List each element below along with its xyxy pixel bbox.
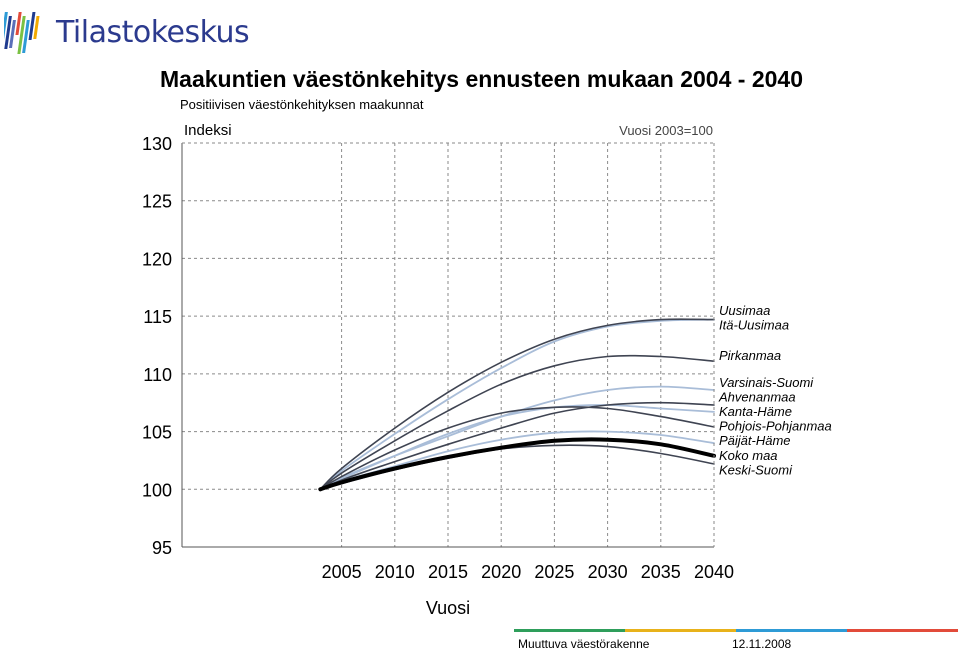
legend-label: Pohjois-Pohjanmaa [719, 419, 832, 434]
footer-bar-segment [514, 629, 625, 632]
x-axis-label: Vuosi [426, 598, 470, 618]
logo-bar [33, 16, 40, 39]
grid [182, 142, 715, 548]
series-line-pohjois-pohjanmaa [319, 406, 715, 491]
logo-bar [9, 20, 16, 48]
logo-bar [17, 16, 26, 54]
footer-bar-segment [847, 629, 958, 632]
chart-title: Maakuntien väestönkehitys ennusteen muka… [160, 66, 803, 92]
logo-bar [4, 16, 12, 49]
x-tick-label: 2010 [375, 562, 415, 582]
series-line-koko-maa [318, 437, 716, 492]
logo-mark-icon [4, 12, 40, 54]
logo-bar [15, 12, 22, 35]
x-tick-label: 2040 [694, 562, 734, 582]
x-tick-label: 2035 [641, 562, 681, 582]
legend-label: Uusimaa [719, 303, 770, 318]
series-line-pirkanmaa [319, 354, 715, 491]
y-tick-label: 125 [142, 192, 172, 212]
y-tick-label: 120 [142, 249, 172, 269]
chart-subtitle: Positiivisen väestönkehityksen maakunnat [180, 97, 424, 112]
logo: Tilastokeskus [4, 4, 250, 60]
logo-bar [28, 12, 36, 40]
x-tick-label: 2030 [588, 562, 628, 582]
x-tick-label: 2015 [428, 562, 468, 582]
legend-label: Pirkanmaa [719, 348, 781, 363]
footer-caption: Muuttuva väestörakenne [518, 637, 650, 651]
series-lines [318, 318, 716, 492]
logo-text: Tilastokeskus [56, 14, 250, 50]
legend-label: Päijät-Häme [719, 433, 791, 448]
footer-date: 12.11.2008 [732, 637, 792, 651]
legend-label: Keski-Suomi [719, 462, 793, 477]
footer-bar-segment [736, 629, 847, 632]
legend-label: Varsinais-Suomi [719, 375, 814, 390]
legend-label: Ahvenanmaa [718, 389, 796, 404]
y-tick-label: 130 [142, 134, 172, 154]
legend-label: Kanta-Häme [719, 404, 792, 419]
series-line-uusimaa [319, 318, 715, 491]
footer-bar-segment [625, 629, 736, 632]
y-tick-label: 115 [143, 307, 172, 327]
y-tick-label: 110 [143, 365, 172, 385]
legend-label: Itä-Uusimaa [719, 318, 789, 333]
base-year-note: Vuosi 2003=100 [619, 123, 713, 138]
line-chart: 95 100 105 110 115 120 125 130 2005 2010 2015 2020 2… [142, 122, 832, 618]
series-line-kanta-häme [319, 404, 715, 491]
axes: 95 100 105 110 115 120 125 130 2005 2010 2015 2020 2… [142, 122, 734, 618]
x-tick-label: 2025 [534, 562, 574, 582]
y-axis-label: Indeksi [184, 122, 232, 139]
x-tick-label: 2020 [481, 562, 521, 582]
y-tick-label: 100 [142, 480, 172, 500]
series-line-itä-uusimaa [319, 318, 715, 491]
y-tick-label: 105 [142, 423, 172, 443]
y-tick-label: 95 [152, 538, 172, 558]
logo-bar [22, 20, 30, 53]
legend-label: Koko maa [719, 448, 778, 463]
x-tick-label: 2005 [322, 562, 362, 582]
logo-bar [4, 12, 8, 50]
footer-color-bar [514, 629, 958, 632]
series-line-ahvenanmaa [319, 401, 715, 491]
